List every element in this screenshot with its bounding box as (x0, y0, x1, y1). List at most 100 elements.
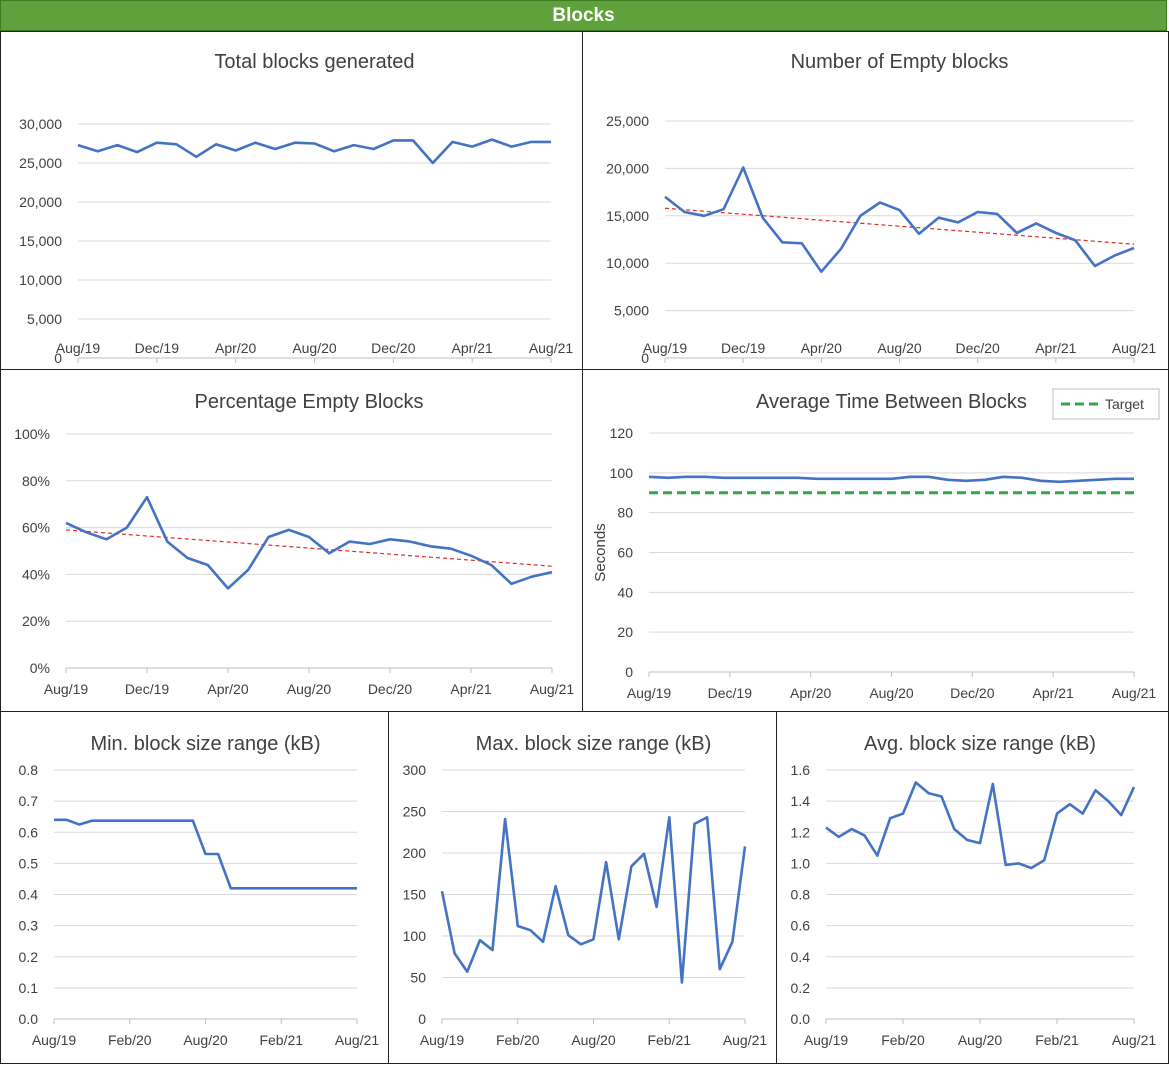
y-tick-label: 40 (617, 584, 633, 600)
y-tick-label: 100% (14, 426, 50, 442)
x-tick-label: Apr/20 (790, 685, 831, 701)
y-tick-label: 250 (403, 804, 427, 820)
y-tick-label: 60 (617, 545, 633, 561)
y-tick-label: 0.4 (791, 949, 811, 965)
x-tick-label: Aug/21 (723, 1032, 768, 1048)
x-tick-label: Aug/19 (804, 1032, 849, 1048)
legend-label-target: Target (1105, 396, 1144, 412)
x-tick-label: Apr/21 (1035, 340, 1076, 356)
y-tick-label: 30,000 (19, 116, 62, 132)
x-tick-label: Aug/20 (571, 1032, 616, 1048)
x-tick-label: Apr/21 (450, 681, 491, 697)
series-line (54, 820, 357, 889)
y-tick-label: 0% (30, 660, 50, 676)
dashboard-title: Blocks (552, 5, 614, 26)
y-tick-label: 0.4 (19, 887, 39, 903)
x-tick-label: Dec/20 (371, 340, 416, 356)
y-tick-label: 0.7 (19, 793, 39, 809)
x-tick-label: Aug/19 (44, 681, 89, 697)
x-tick-label: Dec/19 (135, 340, 180, 356)
chart-empty-blocks: Number of Empty blocks05,00010,00015,000… (583, 32, 1169, 371)
y-tick-label: 20,000 (606, 160, 649, 176)
y-tick-label: 0.8 (19, 762, 39, 778)
chart-pct-empty: Percentage Empty Blocks 0% 20% 40% 60% 80% 100… (1, 370, 584, 713)
y-tick-label: 60% (22, 520, 50, 536)
x-tick-label: Aug/19 (56, 340, 101, 356)
y-tick-label: 100 (403, 928, 427, 944)
y-tick-label: 0 (625, 664, 633, 680)
y-tick-label: 25,000 (606, 113, 649, 129)
x-tick-label: Dec/19 (125, 681, 170, 697)
y-tick-label: 5,000 (614, 303, 649, 319)
x-tick-label: Aug/19 (627, 685, 672, 701)
x-tick-label: Aug/20 (287, 681, 332, 697)
y-tick-label: 300 (403, 762, 427, 778)
y-tick-label: 20,000 (19, 194, 62, 210)
y-tick-label: 50 (410, 970, 426, 986)
x-tick-label: Aug/21 (1112, 1032, 1157, 1048)
y-tick-label: 20 (617, 624, 633, 640)
y-tick-label: 150 (403, 887, 427, 903)
y-tick-label: 15,000 (606, 208, 649, 224)
y-tick-label: 0.0 (791, 1011, 811, 1027)
y-tick-label: 0.6 (791, 918, 811, 934)
x-tick-label: Dec/20 (955, 340, 1000, 356)
x-tick-label: Apr/20 (801, 340, 842, 356)
y-tick-label: 40% (22, 566, 50, 582)
chart-panel-pct-empty: Percentage Empty Blocks 0% 20% 40% 60% 80% 100… (0, 369, 583, 712)
x-tick-label: Aug/21 (335, 1032, 380, 1048)
y-tick-label: 5,000 (27, 311, 62, 327)
x-tick-label: Feb/20 (108, 1032, 152, 1048)
x-tick-label: Aug/21 (530, 681, 575, 697)
chart-title: Max. block size range (kB) (476, 733, 712, 755)
chart-avg-time: Average Time Between Blocks 0 20 40 60 80 100 1… (583, 370, 1169, 713)
y-tick-label: 80% (22, 473, 50, 489)
y-tick-label: 1.2 (791, 824, 811, 840)
x-tick-label: Dec/20 (368, 681, 413, 697)
x-tick-label: Aug/21 (1112, 685, 1157, 701)
y-tick-label: 0.3 (19, 918, 39, 934)
y-tick-label: 1.6 (791, 762, 811, 778)
series-line (649, 477, 1134, 482)
chart-title: Min. block size range (kB) (90, 733, 320, 755)
y-tick-label: 120 (610, 425, 634, 441)
x-tick-label: Feb/20 (881, 1032, 925, 1048)
y-tick-label: 100 (610, 465, 634, 481)
dashboard-header: Blocks (0, 0, 1167, 31)
y-tick-label: 25,000 (19, 155, 62, 171)
y-tick-label: 0.2 (19, 949, 39, 965)
x-tick-label: Feb/21 (1035, 1032, 1079, 1048)
y-tick-label: 0.1 (19, 980, 39, 996)
chart-title: Average Time Between Blocks (756, 391, 1027, 413)
chart-title: Avg. block size range (kB) (864, 733, 1096, 755)
x-tick-label: Apr/20 (207, 681, 248, 697)
x-tick-label: Feb/21 (647, 1032, 691, 1048)
x-tick-label: Aug/20 (958, 1032, 1003, 1048)
chart-panel-min-size: Min. block size range (kB) 0.0 0.1 0.2 0.3 0.… (0, 711, 389, 1064)
x-tick-label: Aug/21 (1112, 340, 1157, 356)
x-tick-label: Aug/19 (420, 1032, 465, 1048)
y-tick-label: 1.4 (791, 793, 811, 809)
chart-title: Number of Empty blocks (791, 51, 1009, 73)
y-tick-label: 10,000 (19, 272, 62, 288)
y-tick-label: 80 (617, 505, 633, 521)
y-tick-label: 0.2 (791, 980, 811, 996)
chart-title: Percentage Empty Blocks (195, 391, 424, 413)
x-tick-label: Aug/21 (529, 340, 574, 356)
x-tick-label: Apr/20 (215, 340, 256, 356)
x-tick-label: Aug/19 (32, 1032, 77, 1048)
series-line (442, 817, 745, 982)
chart-avg-size: Avg. block size range (kB) 0.0 0.2 0.4 0.6 0.… (777, 712, 1169, 1065)
y-axis-label: Seconds (592, 523, 609, 581)
x-tick-label: Aug/19 (643, 340, 688, 356)
y-tick-label: 0.0 (19, 1011, 39, 1027)
trendline (665, 208, 1134, 244)
y-tick-label: 0.8 (791, 887, 811, 903)
y-tick-label: 20% (22, 613, 50, 629)
y-tick-label: 0.5 (19, 855, 39, 871)
series-line (78, 140, 551, 163)
y-tick-label: 15,000 (19, 233, 62, 249)
chart-total-blocks: Total blocks generated05,00010,00015,000… (1, 32, 584, 371)
